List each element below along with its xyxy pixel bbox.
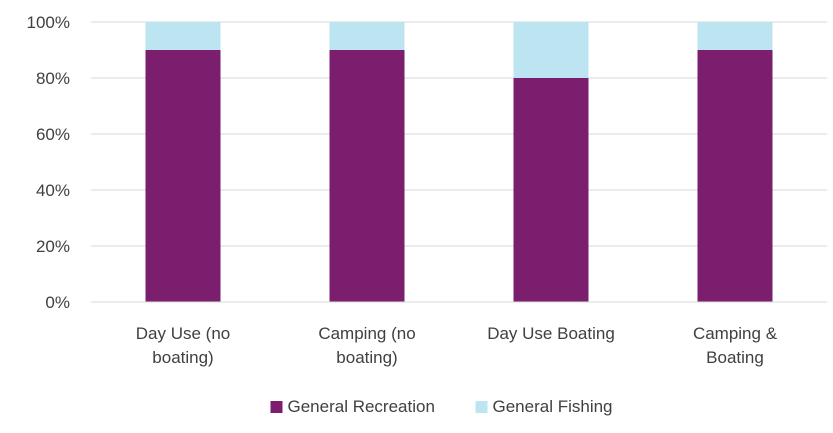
bar-segment-general-fishing [145,22,221,50]
x-category-label: Day Use Boating [487,324,615,343]
legend: General Recreation General Fishing [270,397,613,416]
x-category-label: Camping & Boating [693,324,778,367]
bar-segment-general-recreation [145,50,221,302]
y-tick-label: 100% [27,13,70,32]
bar-segment-general-fishing [697,22,773,50]
x-category-label: Day Use (no boating) [136,324,230,367]
y-tick-label: 20% [36,237,70,256]
legend-item-general-fishing: General Fishing [475,397,613,416]
legend-label: General Fishing [493,397,613,416]
y-tick-label: 80% [36,69,70,88]
legend-swatch [475,401,488,413]
y-tick-label: 40% [36,181,70,200]
bars [145,22,773,302]
x-category-label: Camping (no boating) [318,324,415,367]
bar-segment-general-fishing [513,22,589,78]
y-axis-tick-labels: 0% 20% 40% 60% 80% 100% [27,13,70,312]
bar-segment-general-recreation [329,50,405,302]
legend-swatch [270,401,283,413]
y-tick-label: 60% [36,125,70,144]
y-tick-label: 0% [45,293,70,312]
x-axis-category-labels: Day Use (no boating) Camping (no boating) Da… [136,324,778,367]
legend-label: General Recreation [288,397,435,416]
bar-segment-general-recreation [697,50,773,302]
bar-segment-general-fishing [329,22,405,50]
legend-item-general-recreation: General Recreation [270,397,435,416]
bar-segment-general-recreation [513,78,589,302]
